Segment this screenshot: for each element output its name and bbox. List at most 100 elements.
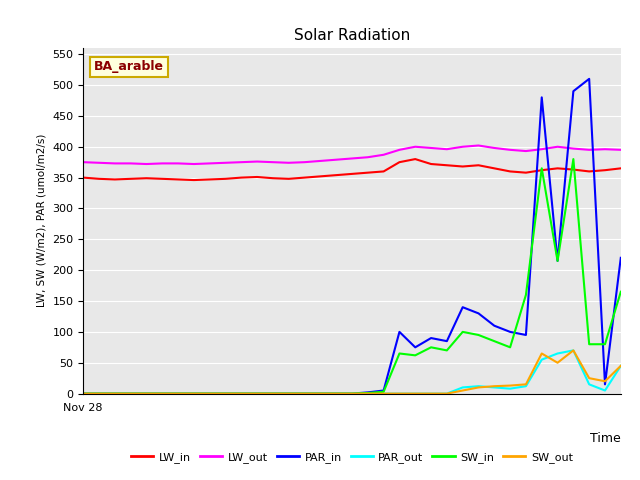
LW_in — [443, 162, 451, 168]
SW_in — [364, 390, 372, 396]
LW_out — [253, 159, 261, 165]
LW_in — [459, 164, 467, 169]
SW_out — [285, 391, 292, 396]
LW_in — [301, 175, 308, 180]
SW_out — [159, 391, 166, 396]
LW_out — [443, 146, 451, 152]
LW_in — [221, 176, 229, 182]
SW_out — [522, 382, 530, 387]
Title: Solar Radiation: Solar Radiation — [294, 28, 410, 43]
PAR_in — [190, 391, 198, 396]
PAR_out — [237, 391, 245, 396]
PAR_in — [443, 338, 451, 344]
LW_in — [506, 168, 514, 174]
PAR_out — [364, 391, 372, 396]
SW_out — [348, 391, 356, 396]
LW_out — [459, 144, 467, 150]
LW_out — [554, 144, 561, 150]
Y-axis label: LW, SW (W/m2), PAR (umol/m2/s): LW, SW (W/m2), PAR (umol/m2/s) — [36, 134, 47, 308]
PAR_in — [269, 391, 276, 396]
LW_in — [79, 175, 87, 180]
PAR_out — [428, 391, 435, 396]
SW_out — [143, 391, 150, 396]
SW_in — [428, 345, 435, 350]
PAR_out — [301, 391, 308, 396]
LW_in — [317, 173, 324, 179]
LW_out — [506, 147, 514, 153]
SW_out — [190, 391, 198, 396]
PAR_in — [475, 311, 483, 316]
SW_in — [237, 391, 245, 396]
PAR_out — [586, 382, 593, 387]
SW_in — [412, 352, 419, 358]
PAR_out — [554, 350, 561, 356]
LW_out — [586, 147, 593, 153]
SW_in — [570, 156, 577, 162]
PAR_out — [475, 384, 483, 389]
SW_out — [554, 360, 561, 366]
SW_in — [506, 345, 514, 350]
LW_in — [617, 166, 625, 171]
LW_out — [269, 159, 276, 165]
SW_in — [538, 166, 545, 171]
SW_out — [364, 391, 372, 396]
PAR_out — [396, 391, 403, 396]
Text: Time: Time — [590, 432, 621, 445]
SW_out — [412, 391, 419, 396]
Line: PAR_in: PAR_in — [83, 79, 621, 394]
PAR_out — [79, 391, 87, 396]
SW_in — [554, 258, 561, 264]
LW_in — [174, 177, 182, 182]
Line: PAR_out: PAR_out — [83, 350, 621, 394]
SW_out — [253, 391, 261, 396]
PAR_in — [522, 332, 530, 338]
SW_out — [221, 391, 229, 396]
LW_in — [364, 170, 372, 176]
PAR_in — [317, 391, 324, 396]
SW_out — [380, 391, 387, 396]
SW_in — [79, 391, 87, 396]
SW_in — [396, 350, 403, 356]
SW_in — [475, 332, 483, 338]
SW_in — [617, 289, 625, 295]
PAR_in — [95, 391, 103, 396]
LW_in — [428, 161, 435, 167]
LW_in — [586, 168, 593, 174]
Line: SW_in: SW_in — [83, 159, 621, 394]
PAR_out — [348, 391, 356, 396]
PAR_out — [143, 391, 150, 396]
PAR_out — [269, 391, 276, 396]
LW_out — [380, 152, 387, 157]
LW_out — [79, 159, 87, 165]
SW_out — [459, 388, 467, 394]
PAR_in — [253, 391, 261, 396]
PAR_out — [522, 384, 530, 389]
SW_out — [601, 378, 609, 384]
PAR_in — [221, 391, 229, 396]
SW_in — [269, 391, 276, 396]
LW_out — [364, 155, 372, 160]
Line: LW_out: LW_out — [83, 145, 621, 164]
SW_out — [396, 391, 403, 396]
LW_in — [490, 166, 498, 171]
LW_out — [143, 161, 150, 167]
PAR_out — [95, 391, 103, 396]
LW_out — [127, 160, 134, 166]
PAR_out — [317, 391, 324, 396]
SW_in — [490, 338, 498, 344]
PAR_in — [348, 391, 356, 396]
LW_out — [570, 146, 577, 152]
SW_out — [332, 391, 340, 396]
LW_out — [190, 161, 198, 167]
PAR_out — [601, 388, 609, 394]
PAR_in — [459, 304, 467, 310]
SW_in — [459, 329, 467, 335]
LW_out — [617, 147, 625, 153]
SW_out — [111, 391, 118, 396]
LW_out — [601, 146, 609, 152]
PAR_in — [412, 345, 419, 350]
SW_in — [174, 391, 182, 396]
SW_out — [538, 350, 545, 356]
PAR_in — [143, 391, 150, 396]
LW_in — [601, 168, 609, 173]
